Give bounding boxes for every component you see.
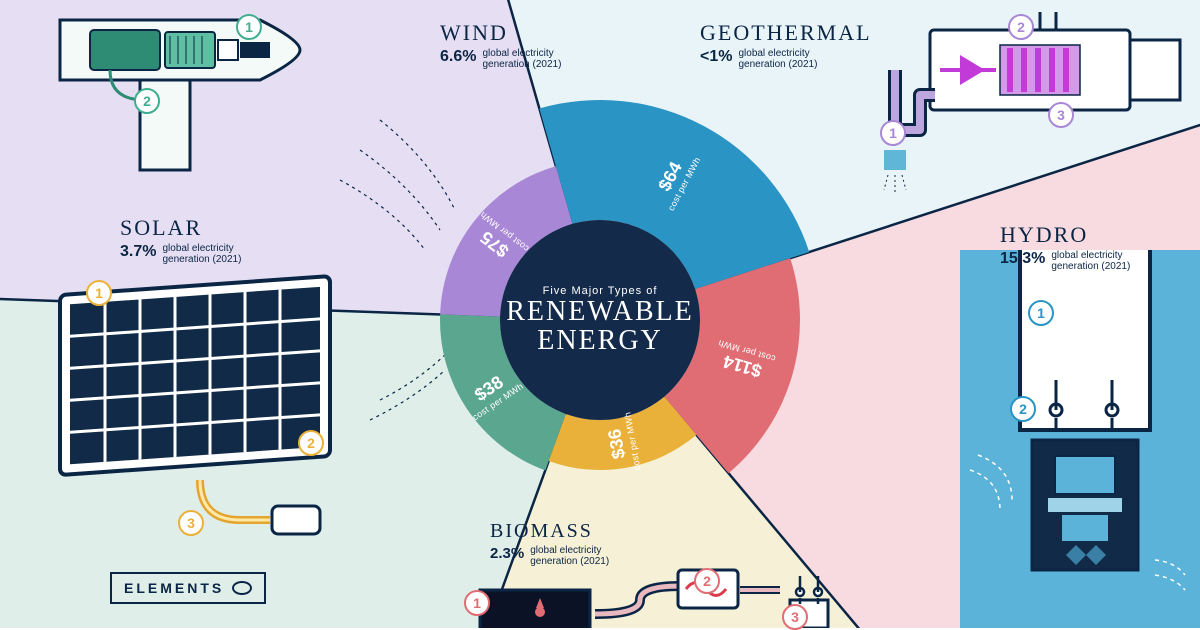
badge-geothermal-3: 3 bbox=[1048, 102, 1074, 128]
section-sub-biomass: global electricitygeneration (2021) bbox=[530, 545, 609, 567]
infographic-stage: Five Major Types of RENEWABLE ENERGY $38… bbox=[0, 0, 1200, 628]
badge-wind-1: 1 bbox=[236, 14, 262, 40]
badge-solar-1: 1 bbox=[86, 280, 112, 306]
section-title-wind: WIND bbox=[440, 20, 561, 46]
section-pct-hydro: 15.3% bbox=[1000, 250, 1045, 268]
section-label-biomass: BIOMASS 2.3% global electricitygeneration … bbox=[490, 520, 609, 567]
section-pct-solar: 3.7% bbox=[120, 243, 156, 261]
badge-geothermal-1: 1 bbox=[880, 120, 906, 146]
badge-hydro-1: 1 bbox=[1028, 300, 1054, 326]
section-sub-solar: global electricitygeneration (2021) bbox=[162, 243, 241, 265]
section-label-solar: SOLAR 3.7% global electricitygeneration (2… bbox=[120, 215, 241, 265]
badge-solar-2: 2 bbox=[298, 430, 324, 456]
elements-logo: ELEMENTS bbox=[110, 572, 266, 604]
center-title-circle: Five Major Types of RENEWABLE ENERGY bbox=[500, 220, 700, 420]
badge-biomass-3: 3 bbox=[782, 604, 808, 630]
center-title-line1: RENEWABLE bbox=[506, 297, 694, 326]
section-pct-geothermal: <1% bbox=[700, 48, 732, 66]
section-sub-geothermal: global electricitygeneration (2021) bbox=[738, 48, 817, 70]
section-title-hydro: HYDRO bbox=[1000, 222, 1130, 248]
badge-geothermal-2: 2 bbox=[1008, 14, 1034, 40]
center-title-line2: ENERGY bbox=[537, 326, 663, 355]
section-label-wind: WIND 6.6% global electricitygeneration (20… bbox=[440, 20, 561, 70]
section-label-hydro: HYDRO 15.3% global electricitygeneration (… bbox=[1000, 222, 1130, 272]
logo-icon bbox=[232, 581, 252, 595]
logo-text: ELEMENTS bbox=[124, 580, 224, 596]
center-supertitle: Five Major Types of bbox=[543, 285, 658, 297]
section-title-geothermal: GEOTHERMAL bbox=[700, 20, 872, 46]
section-title-biomass: BIOMASS bbox=[490, 520, 609, 543]
section-sub-wind: global electricitygeneration (2021) bbox=[482, 48, 561, 70]
badge-solar-3: 3 bbox=[178, 510, 204, 536]
badge-biomass-1: 1 bbox=[464, 590, 490, 616]
badge-hydro-2: 2 bbox=[1010, 396, 1036, 422]
section-pct-wind: 6.6% bbox=[440, 48, 476, 66]
section-title-solar: SOLAR bbox=[120, 215, 241, 241]
section-label-geothermal: GEOTHERMAL <1% global electricitygeneratio… bbox=[700, 20, 872, 70]
badge-biomass-2: 2 bbox=[694, 568, 720, 594]
badge-wind-2: 2 bbox=[134, 88, 160, 114]
section-pct-biomass: 2.3% bbox=[490, 545, 524, 562]
section-sub-hydro: global electricitygeneration (2021) bbox=[1051, 250, 1130, 272]
